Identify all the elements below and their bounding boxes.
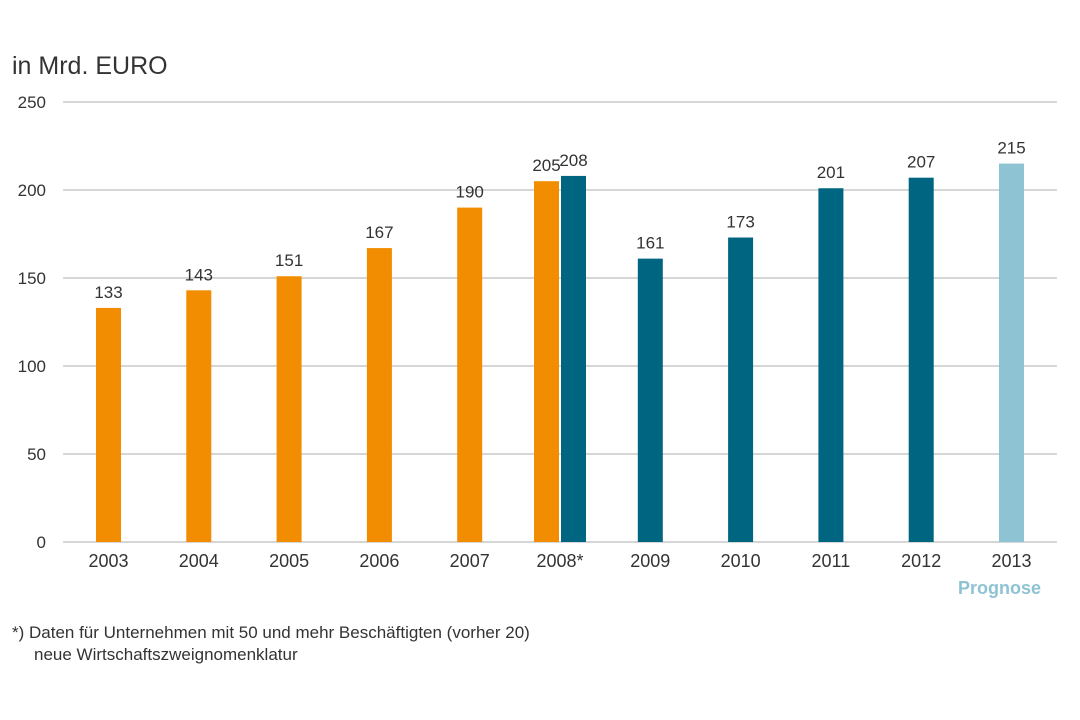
x-tick-label: 2006 [359, 551, 399, 571]
bar [999, 163, 1024, 542]
data-label: 151 [275, 251, 303, 270]
data-label: 208 [559, 151, 587, 170]
bar [457, 207, 483, 542]
grid-lines [63, 101, 1057, 543]
bar [818, 188, 844, 543]
x-tick-label: 2009 [630, 551, 670, 571]
footnote-line-1: *) Daten für Unternehmen mit 50 und mehr… [12, 623, 530, 642]
data-label: 143 [185, 265, 213, 284]
data-label: 205 [532, 156, 560, 175]
y-tick-label: 50 [27, 445, 46, 464]
y-axis-ticks: 0 50 100 150 200 250 [18, 93, 46, 552]
y-tick-label: 0 [37, 533, 46, 552]
bar [728, 237, 754, 542]
bar [637, 258, 663, 542]
bar [534, 181, 559, 542]
y-tick-label: 200 [18, 181, 46, 200]
x-tick-label: 2005 [269, 551, 309, 571]
x-tick-label: 2010 [721, 551, 761, 571]
x-tick-label: 2012 [901, 551, 941, 571]
bar [561, 175, 586, 543]
x-tick-label: 2004 [179, 551, 219, 571]
bar [366, 248, 392, 542]
unit-title: in Mrd. EURO [12, 52, 168, 80]
bar [908, 177, 934, 542]
x-tick-label: 2008* [536, 551, 583, 571]
data-label: 133 [94, 283, 122, 302]
footnote-line-2: neue Wirtschaftszweignomenklatur [34, 645, 298, 664]
y-tick-label: 100 [18, 357, 46, 376]
data-label: 161 [636, 234, 664, 253]
footnote: *) Daten für Unternehmen mit 50 und mehr… [12, 622, 530, 666]
data-label: 173 [726, 213, 754, 232]
x-tick-label: 2013 [991, 551, 1031, 571]
data-label: 207 [907, 153, 935, 172]
x-axis-labels: 2003 2004 2005 2006 2007 2008* 2009 2010 2011 201… [88, 551, 1031, 571]
bar [276, 276, 302, 542]
x-tick-label: 2007 [450, 551, 490, 571]
y-tick-label: 150 [18, 269, 46, 288]
data-label: 201 [817, 163, 845, 182]
data-label: 215 [997, 139, 1025, 158]
x-tick-label: 2011 [812, 551, 851, 571]
y-tick-label: 250 [18, 93, 46, 112]
bar [186, 290, 212, 542]
x-tick-label: 2003 [88, 551, 128, 571]
bars [96, 163, 1024, 543]
bar [96, 307, 121, 542]
prognose-label: Prognose [958, 578, 1042, 598]
data-label: 167 [365, 223, 393, 242]
data-label: 190 [456, 183, 484, 202]
